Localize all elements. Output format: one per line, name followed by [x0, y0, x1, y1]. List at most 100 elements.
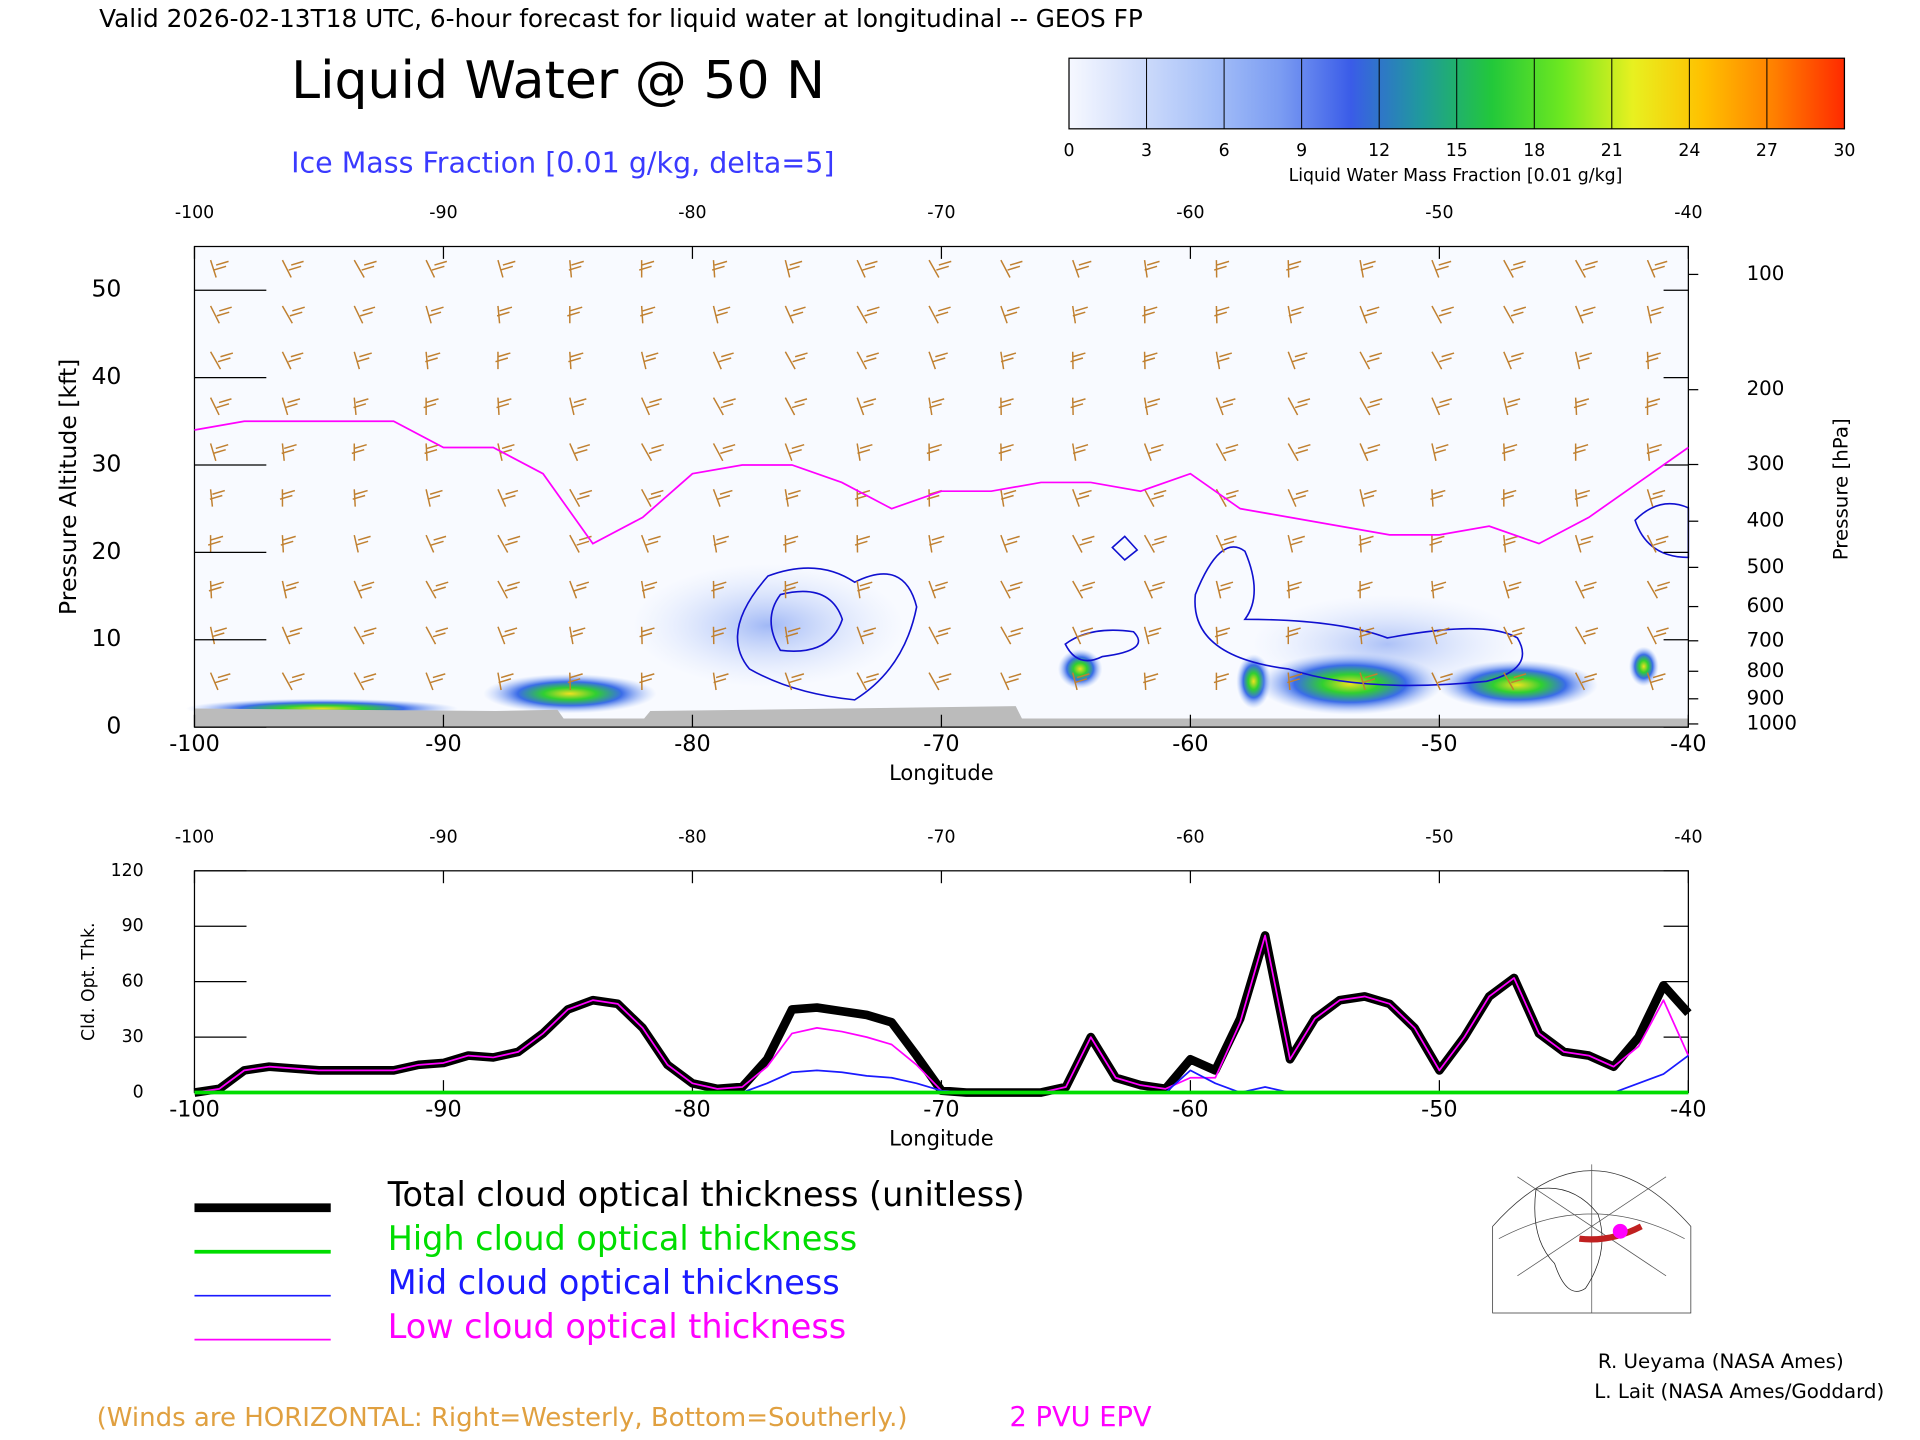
y2-axis-label: Pressure [hPa] [1829, 418, 1852, 560]
wind-barb [784, 489, 801, 507]
wind-barb [1573, 397, 1590, 416]
y2-tick-label: 800 [1747, 659, 1785, 682]
wind-barb [281, 397, 301, 416]
wind-barb [1645, 351, 1661, 370]
wind-barb [569, 443, 591, 462]
wind-barb [353, 534, 371, 553]
wind-barb [856, 443, 873, 461]
wind-barb [1000, 489, 1017, 507]
wind-barb [998, 443, 1014, 461]
y2-tick-label: 600 [1747, 594, 1785, 617]
x-tick-label-top: -100 [175, 827, 214, 847]
wind-barb [495, 351, 511, 370]
wind-barb [784, 305, 806, 324]
wind-barb [496, 397, 512, 416]
y-tick-label: 10 [91, 624, 121, 652]
x-tick-label: -80 [674, 1096, 710, 1122]
x-tick-label: -70 [923, 731, 959, 757]
wind-barb [1646, 580, 1670, 599]
wind-barb [1213, 672, 1230, 690]
wind-barb [1286, 260, 1302, 278]
wind-barb [1574, 580, 1597, 599]
y-tick-label: 120 [111, 861, 144, 881]
x-tick-label-top: -80 [678, 203, 706, 223]
wind-barb [1574, 672, 1598, 691]
wind-barb [1072, 534, 1095, 553]
y2-tick-label: 700 [1747, 628, 1785, 651]
wind-barb [1646, 489, 1666, 507]
wind-barb [856, 672, 879, 691]
wind-barb [424, 443, 440, 461]
wind-barb [1072, 259, 1092, 278]
wind-barb [1359, 626, 1375, 645]
wind-barb [784, 626, 801, 645]
wind-barb [1143, 260, 1160, 278]
wind-barb [1287, 397, 1311, 416]
wind-barb [1287, 443, 1311, 462]
wind-barb [1431, 259, 1452, 278]
wind-barb [784, 443, 805, 462]
y-tick-label: 0 [133, 1083, 144, 1103]
wind-barb [567, 672, 583, 690]
wind-barb [640, 351, 659, 370]
wind-barb [497, 259, 516, 278]
wind-barb [784, 397, 808, 416]
wind-barb [1287, 672, 1303, 691]
wind-barb [425, 580, 449, 599]
y-tick-label: 20 [91, 537, 121, 565]
wind-barb [425, 489, 443, 507]
wind-barb [208, 580, 225, 599]
wind-barb [856, 580, 873, 599]
wind-barb [712, 672, 729, 691]
y-tick-label: 40 [91, 362, 121, 390]
y2-tick-label: 1000 [1747, 711, 1797, 734]
wind-barb [1503, 351, 1524, 370]
wind-barb [782, 580, 799, 599]
y2-tick-label: 100 [1747, 262, 1785, 285]
wind-barb [1072, 580, 1096, 599]
wind-barb [784, 672, 805, 691]
wind-barb [497, 488, 519, 507]
wind-barb [567, 305, 583, 324]
wind-barb [928, 580, 948, 599]
wind-barb [1574, 534, 1594, 553]
wind-barb [1000, 351, 1017, 370]
x-tick-label-top: -40 [1674, 827, 1702, 847]
wind-barb [353, 580, 375, 599]
x-axis-label: Longitude [889, 760, 994, 785]
wind-barb [1142, 305, 1158, 324]
y-tick-label: 30 [122, 1027, 144, 1047]
wind-barb [1430, 580, 1447, 599]
wind-barb [352, 489, 368, 507]
y-axis-label: Pressure Altitude [kft] [54, 359, 82, 615]
wind-note: (Winds are HORIZONTAL: Right=Westerly, B… [97, 1403, 908, 1433]
wind-barb [569, 534, 592, 553]
wind-barb [1286, 580, 1302, 599]
wind-barb [209, 489, 226, 507]
locator-map [1492, 1164, 1692, 1314]
wind-barb [1574, 351, 1593, 370]
wind-barb [1431, 672, 1453, 691]
wind-barb [1287, 305, 1304, 324]
wind-barb [1358, 535, 1374, 553]
y2-tick-label: 900 [1747, 686, 1785, 709]
wind-barb [854, 489, 871, 507]
wind-barb [1646, 534, 1669, 553]
credit: L. Lait (NASA Ames/Goddard) [1594, 1380, 1884, 1403]
y-tick-label: 60 [122, 972, 144, 992]
wind-barb [1070, 351, 1086, 370]
wind-barb [711, 260, 728, 278]
wind-barb [928, 397, 945, 416]
colorbar-tick-label: 24 [1678, 141, 1700, 161]
y-axis-label: Cld. Opt. Thk. [79, 922, 99, 1040]
wind-barb [712, 489, 733, 507]
wind-barb [353, 397, 369, 416]
x-tick-label-top: -70 [927, 203, 955, 223]
wind-barb [569, 397, 587, 416]
wind-barb [1000, 626, 1024, 645]
wind-barb [1503, 672, 1527, 691]
wind-barb [1501, 489, 1517, 507]
wind-barb [1430, 489, 1446, 507]
